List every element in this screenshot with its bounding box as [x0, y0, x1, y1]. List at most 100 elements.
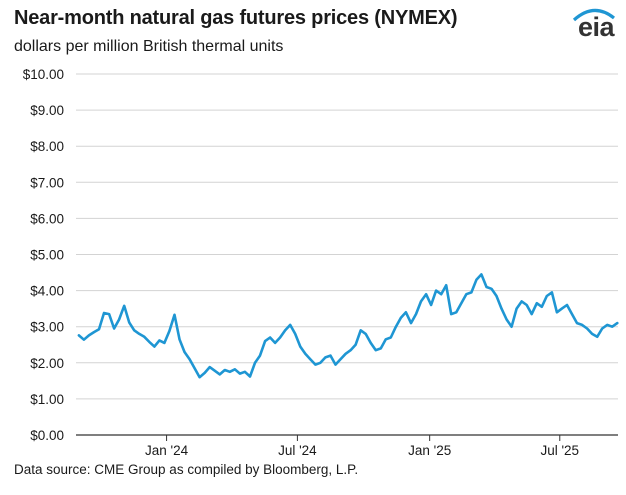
data-point [259, 354, 261, 357]
y-tick-label: $3.00 [30, 320, 64, 335]
data-point [198, 376, 201, 379]
data-point [551, 291, 553, 294]
data-point [535, 302, 538, 305]
x-tick-label: Jan '25 [408, 443, 451, 458]
data-point [576, 322, 578, 324]
data-point [405, 311, 407, 314]
data-point [445, 284, 448, 287]
data-point [324, 356, 327, 359]
data-point [530, 313, 533, 315]
data-point [113, 327, 115, 330]
data-point [616, 322, 619, 324]
data-point [525, 304, 528, 306]
data-point [339, 358, 342, 361]
logo-arc-icon [572, 8, 615, 22]
data-point [485, 286, 488, 288]
data-point [163, 342, 166, 344]
data-point [440, 293, 443, 296]
y-tick-label: $4.00 [30, 284, 64, 299]
data-point [304, 352, 307, 355]
data-point [98, 328, 100, 331]
data-point [359, 329, 362, 332]
data-point [153, 345, 156, 348]
data-point [213, 369, 216, 372]
data-point [133, 329, 136, 332]
data-point [284, 329, 287, 332]
data-point [510, 325, 513, 328]
data-point [279, 336, 281, 339]
data-point [193, 367, 196, 370]
data-point [571, 313, 573, 315]
chart-subtitle: dollars per million British thermal unit… [14, 38, 284, 55]
data-point [480, 273, 483, 276]
y-tick-label: $9.00 [30, 103, 64, 118]
data-point [274, 342, 276, 344]
data-point [465, 293, 468, 296]
data-point [244, 370, 246, 373]
data-point [490, 287, 493, 290]
data-point [88, 334, 90, 337]
data-point [450, 313, 453, 315]
data-point [128, 321, 131, 324]
data-point [520, 300, 523, 303]
y-tick-label: $8.00 [30, 139, 64, 154]
y-tick-label: $6.00 [30, 211, 64, 226]
series-line [77, 273, 619, 379]
data-point [178, 338, 181, 341]
data-point [168, 330, 171, 332]
data-point [430, 304, 432, 306]
data-point [138, 333, 141, 335]
series-group [77, 273, 619, 379]
data-point [93, 331, 95, 333]
data-point [495, 295, 498, 297]
data-point [269, 336, 271, 339]
data-point [475, 278, 478, 281]
data-point [410, 322, 412, 324]
data-point [319, 361, 322, 364]
data-point [364, 333, 367, 335]
data-point [264, 340, 266, 342]
data-point [369, 342, 372, 344]
data-point [611, 325, 614, 328]
data-point [239, 372, 241, 375]
data-point [208, 366, 211, 368]
data-point [540, 305, 543, 308]
data-point [123, 304, 126, 307]
y-tick-label: $2.00 [30, 356, 64, 371]
data-point [173, 313, 176, 316]
data-point [148, 341, 151, 343]
data-point [349, 349, 352, 352]
x-axis: Jan '24 Jul '24 Jan '25 Jul '25 [76, 434, 618, 458]
data-point [188, 358, 191, 361]
data-point [606, 324, 609, 326]
data-point [505, 318, 508, 321]
data-point [425, 293, 427, 296]
data-point [556, 311, 558, 314]
data-point [354, 343, 357, 346]
y-tick-label: $5.00 [30, 248, 64, 263]
data-point [314, 363, 317, 366]
data-point [294, 333, 297, 335]
x-tick-label: Jul '24 [278, 443, 317, 458]
y-tick-label: $0.00 [30, 428, 64, 443]
data-point [299, 345, 302, 348]
data-point [500, 307, 503, 310]
data-point [309, 358, 312, 361]
eia-logo[interactable]: eia [568, 4, 618, 44]
data-point [183, 351, 186, 353]
x-tick-label: Jul '25 [540, 443, 579, 458]
data-point [249, 375, 251, 378]
y-tick-label: $10.00 [23, 67, 64, 82]
data-point [103, 312, 105, 314]
data-point [389, 336, 392, 339]
data-point [515, 307, 518, 310]
data-point [218, 373, 221, 376]
data-point [158, 339, 161, 342]
data-point [591, 333, 593, 335]
logo-text: eia [578, 12, 615, 42]
data-point [254, 361, 256, 364]
data-point [108, 313, 110, 315]
data-point [118, 318, 120, 321]
data-point [223, 369, 226, 371]
